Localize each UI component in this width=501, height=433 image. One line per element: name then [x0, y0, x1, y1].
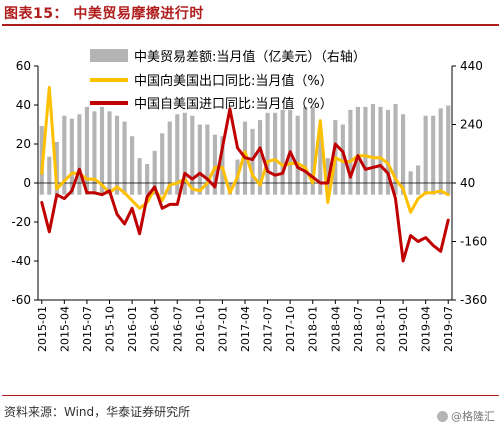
bottom-rule: [2, 395, 499, 396]
trade-balance-bar: [84, 106, 89, 195]
right-tick-label: 240: [460, 118, 483, 132]
trade-balance-bar: [190, 115, 195, 195]
trade-balance-bar: [340, 124, 345, 195]
x-tick-label: 2017-07: [262, 306, 275, 352]
legend-label: 中国向美国出口同比:当月值（%）: [134, 73, 333, 89]
trade-balance-bar: [363, 106, 368, 195]
right-tick-label: 440: [460, 59, 483, 73]
trade-balance-bar: [280, 109, 285, 195]
trade-balance-bar: [92, 111, 97, 195]
bar-series: [39, 104, 451, 195]
trade-balance-bar: [197, 124, 202, 195]
trade-balance-bar: [348, 109, 353, 195]
x-tick-label: 2019-04: [420, 306, 433, 352]
watermark-logo-icon: [437, 411, 448, 422]
trade-balance-bar: [385, 109, 391, 195]
trade-balance-bar: [47, 156, 52, 195]
x-tick-label: 2018-07: [352, 306, 365, 352]
trade-balance-bar: [167, 121, 172, 195]
watermark: @格隆汇: [437, 408, 495, 424]
x-tick-label: 2018-01: [307, 306, 320, 352]
trade-balance-bar: [265, 112, 270, 195]
figure-title: 图表15： 中美贸易摩擦进行时: [4, 6, 204, 22]
trade-balance-bar: [175, 114, 180, 195]
x-tick-label: 2016-04: [149, 306, 162, 352]
trade-balance-bar: [273, 112, 278, 195]
trade-balance-bar: [393, 104, 398, 195]
trade-balance-bar: [54, 142, 59, 195]
trade-balance-bar: [250, 128, 255, 195]
trade-balance-bar: [130, 136, 135, 195]
trade-balance-bar: [182, 112, 187, 195]
trade-balance-bar: [114, 115, 120, 195]
trade-balance-bar: [145, 163, 150, 195]
left-tick-label: -40: [11, 254, 31, 268]
left-tick-label: -20: [11, 215, 31, 229]
x-tick-label: 2016-07: [171, 306, 184, 352]
right-tick-label: -360: [460, 293, 487, 307]
right-tick-label: 40: [460, 176, 475, 190]
x-tick-label: 2017-10: [284, 306, 297, 352]
right-tick-label: -160: [460, 235, 487, 249]
left-tick-label: 20: [16, 137, 31, 151]
import-yoy-line: [40, 107, 450, 263]
trade-balance-bar: [303, 106, 308, 195]
trade-balance-bar: [122, 121, 127, 195]
x-tick-label: 2015-01: [36, 306, 49, 352]
legend-swatch-bar: [90, 49, 128, 62]
x-tick-label: 2016-10: [194, 306, 207, 352]
x-tick-label: 2015-10: [104, 306, 117, 352]
trade-balance-bar: [69, 118, 74, 195]
x-tick-label: 2015-04: [58, 306, 71, 352]
x-tick-label: 2018-04: [329, 306, 342, 352]
title-rule: [2, 24, 499, 26]
legend-label: 中美贸易差额:当月值（亿美元）（右轴）: [134, 49, 366, 65]
x-tick-label: 2016-01: [126, 306, 139, 352]
trade-balance-bar: [160, 133, 165, 195]
x-tick-label: 2015-07: [81, 306, 94, 352]
trade-balance-bar: [220, 136, 225, 195]
trade-balance-bar: [62, 115, 67, 195]
x-tick-label: 2019-01: [397, 306, 410, 352]
trade-balance-bar: [431, 115, 436, 195]
trade-balance-bar: [99, 106, 105, 195]
left-tick-label: 0: [23, 176, 31, 190]
x-tick-label: 2018-10: [374, 306, 387, 352]
trade-balance-bar: [205, 124, 210, 195]
x-tick-label: 2017-01: [216, 306, 229, 352]
trade-balance-bar: [378, 106, 383, 195]
x-tick-label: 2017-04: [239, 306, 252, 352]
source-note: 资料来源：Wind，华泰证券研究所: [4, 405, 191, 419]
left-tick-label: -60: [11, 293, 31, 307]
trade-balance-bar: [257, 120, 263, 195]
trade-balance-bar: [423, 115, 428, 195]
trade-balance-bar: [212, 134, 217, 195]
trade-balance-bar: [318, 136, 323, 195]
legend: 中美贸易差额:当月值（亿美元）（右轴） 中国向美国出口同比:当月值（%） 中国自美国…: [90, 49, 366, 112]
trade-balance-bar: [355, 106, 360, 195]
trade-balance-bar: [310, 106, 315, 195]
trade-balance-bar: [295, 115, 300, 195]
trade-balance-bar: [77, 114, 82, 195]
legend-label: 中国自美国进口同比:当月值（%）: [134, 96, 333, 112]
left-tick-label: 40: [16, 98, 31, 112]
trade-chart: -60 -40 -20 0 20 40 60 -360 -160 40 240 440 2015-01 2…: [11, 49, 487, 352]
trade-balance-bar: [416, 165, 421, 195]
trade-balance-bar: [446, 105, 451, 195]
trade-balance-bar: [152, 150, 157, 195]
trade-balance-bar: [107, 111, 112, 195]
axes: -60 -40 -20 0 20 40 60 -360 -160 40 240 440 2015-01 2…: [11, 59, 487, 352]
left-tick-label: 60: [16, 59, 31, 73]
line-series: [40, 85, 450, 263]
trade-balance-bar: [438, 108, 443, 195]
trade-balance-bar: [137, 158, 142, 195]
watermark-text: @格隆汇: [451, 410, 495, 423]
trade-balance-bar: [401, 114, 406, 195]
x-tick-label: 2019-07: [442, 306, 455, 352]
trade-balance-bar: [370, 104, 376, 195]
